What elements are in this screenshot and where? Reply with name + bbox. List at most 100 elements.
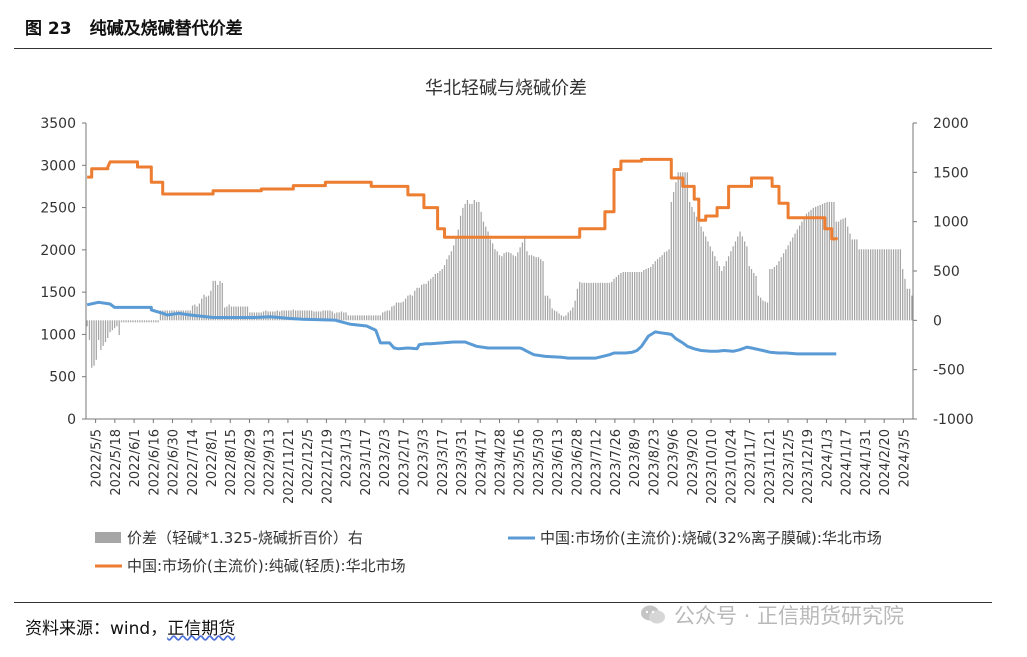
- x-tick-label: 2024/1/3: [820, 429, 835, 487]
- source-link[interactable]: 正信期货: [167, 619, 236, 639]
- spread-bar: [203, 294, 205, 321]
- spread-bar: [732, 246, 734, 321]
- spread-bar: [624, 271, 627, 321]
- spread-bar: [473, 199, 475, 321]
- spread-bar: [679, 172, 682, 321]
- spread-bar: [753, 272, 755, 321]
- spread-bar: [714, 256, 716, 321]
- spread-bar: [517, 252, 519, 321]
- spread-bar: [91, 320, 93, 368]
- spread-bar: [746, 246, 748, 321]
- spread-bar: [459, 215, 462, 321]
- spread-bar: [682, 172, 684, 321]
- spread-bar: [606, 282, 608, 321]
- spread-bar: [340, 311, 343, 321]
- x-tick-label: 2023/9/20: [686, 429, 701, 496]
- spread-bar: [299, 310, 301, 321]
- footer-rule: [14, 602, 992, 603]
- spread-bar: [638, 271, 640, 321]
- spread-bar: [514, 256, 517, 321]
- spread-bar: [533, 256, 535, 321]
- spread-bar: [542, 261, 544, 321]
- spread-bar: [734, 241, 737, 321]
- spread-bar: [590, 282, 592, 321]
- spread-bar: [636, 271, 638, 321]
- spread-bar: [627, 271, 629, 321]
- spread-bar: [228, 304, 230, 321]
- spread-bar: [368, 315, 370, 321]
- spread-bar: [519, 247, 521, 321]
- spread-bar: [778, 261, 780, 321]
- spread-bar: [146, 320, 148, 323]
- spread-bar: [508, 252, 510, 321]
- spread-bar: [510, 253, 512, 321]
- spread-bar: [640, 271, 643, 321]
- right-tick-label: 1500: [933, 165, 969, 181]
- spread-bar: [892, 249, 895, 321]
- spread-bar: [739, 231, 741, 321]
- spread-bar: [695, 216, 698, 321]
- spread-bar: [760, 297, 762, 321]
- spread-bar: [801, 221, 803, 321]
- legend-swatch: [95, 532, 121, 543]
- spread-bar: [693, 211, 695, 321]
- spread-bar: [654, 261, 656, 321]
- spread-bar: [437, 272, 439, 321]
- spread-bar: [601, 282, 604, 321]
- spread-bar: [402, 301, 404, 321]
- spread-bar: [416, 287, 418, 321]
- spread-bar: [670, 201, 672, 321]
- spread-bar: [194, 304, 196, 321]
- x-tick-label: 2023/2/3: [378, 429, 393, 487]
- spread-bar: [453, 245, 455, 321]
- spread-bar: [629, 271, 631, 321]
- x-tick-label: 2022/5/18: [109, 429, 124, 496]
- spread-bar: [817, 205, 819, 321]
- spread-bar: [906, 288, 908, 321]
- spread-bar: [828, 201, 831, 321]
- spread-bar: [631, 271, 633, 321]
- spread-bar: [398, 302, 400, 321]
- x-tick-label: 2024/2/20: [878, 429, 893, 496]
- spread-bar: [377, 315, 379, 321]
- x-tick-label: 2023/4/28: [494, 429, 509, 496]
- spread-bar: [152, 320, 155, 323]
- spread-bar: [888, 249, 890, 321]
- x-tick-label: 2023/11/7: [744, 429, 759, 496]
- spread-bar: [723, 266, 725, 321]
- spread-bar: [501, 256, 503, 321]
- left-tick-label: 2500: [40, 201, 76, 217]
- spread-bar: [292, 309, 294, 321]
- spread-bar: [725, 261, 727, 321]
- spread-bar: [191, 305, 194, 321]
- spread-bar: [727, 256, 730, 321]
- spread-bar: [526, 251, 528, 321]
- spread-bar: [576, 288, 579, 321]
- spread-bar: [890, 249, 892, 321]
- spread-bar: [769, 269, 771, 321]
- spread-bar: [116, 320, 118, 327]
- spread-bar: [776, 265, 778, 321]
- x-tick-label: 2023/12/19: [801, 429, 816, 504]
- spread-bar: [815, 206, 817, 321]
- spread-bar: [718, 266, 721, 321]
- spread-bar: [352, 315, 354, 321]
- spread-bar: [180, 310, 182, 321]
- spread-bar: [650, 267, 652, 321]
- left-tick-label: 2000: [40, 243, 76, 259]
- spread-bar: [276, 310, 278, 321]
- spread-bar: [347, 315, 349, 321]
- spread-bar: [840, 219, 842, 321]
- spread-bar: [283, 310, 285, 321]
- right-tick-label: -500: [933, 363, 965, 379]
- spread-bar: [109, 320, 111, 333]
- spread-bar: [771, 269, 773, 321]
- spread-bar: [530, 255, 533, 321]
- spread-bar: [127, 320, 130, 323]
- spread-bar: [659, 257, 661, 321]
- spread-bar: [233, 306, 235, 321]
- spread-bar: [819, 204, 821, 321]
- spread-bar: [798, 225, 801, 321]
- spread-bar: [911, 295, 913, 321]
- spread-bar: [97, 320, 100, 341]
